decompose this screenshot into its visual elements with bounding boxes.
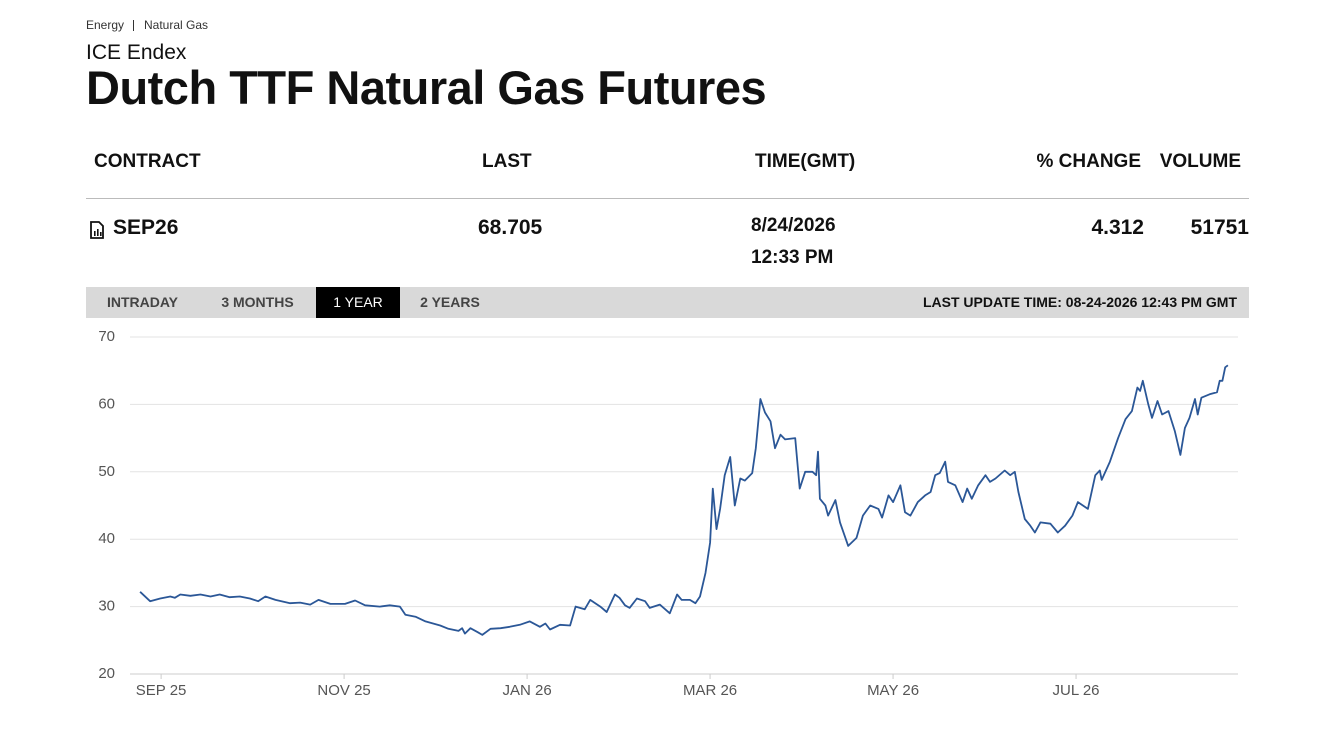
y-tick-label: 20 [98,665,115,682]
y-tick-label: 70 [98,328,115,345]
y-tick-label: 50 [98,463,115,480]
tab[interactable]: 2 YEARS [420,294,480,310]
column-header: CONTRACT [94,151,201,172]
tab[interactable]: INTRADAY [106,294,179,310]
percent-change: 4.312 [1091,216,1144,239]
trade-time: 12:33 PM [751,247,834,268]
y-tick-label: 40 [98,530,115,547]
page-title: Dutch TTF Natural Gas Futures [86,61,767,114]
y-tick-label: 60 [98,395,115,412]
x-tick-label: JUL 26 [1053,682,1100,699]
column-header: LAST [482,151,532,172]
last-update: LAST UPDATE TIME: 08-24-2026 12:43 PM GM… [922,294,1237,310]
x-tick-label: SEP 25 [136,682,187,699]
x-tick-label: JAN 26 [502,682,551,699]
contract[interactable]: SEP26 [113,216,179,239]
column-header: VOLUME [1159,151,1241,172]
y-tick-label: 30 [98,598,115,615]
breadcrumb-link[interactable]: Energy [86,18,125,32]
column-header: % CHANGE [1036,151,1141,172]
tab[interactable]: 1 YEAR [316,287,400,318]
x-tick-label: NOV 25 [317,682,370,699]
last-price: 68.705 [478,216,543,239]
divider [86,198,1249,199]
breadcrumb-link[interactable]: Natural Gas [144,18,209,32]
breadcrumb-separator [133,20,134,31]
trade-date: 8/24/2026 [751,215,836,236]
exchange: ICE Endex [86,41,187,64]
column-header: TIME(GMT) [755,151,856,172]
tab[interactable]: 3 MONTHS [221,294,294,310]
chart-icon[interactable] [89,221,105,239]
volume: 51751 [1190,216,1249,239]
x-tick-label: MAY 26 [867,682,919,699]
x-tick-label: MAR 26 [683,682,737,699]
tab-bar: INTRADAY 3 MONTHS 1 YEAR 2 YEARS LAST UP… [86,287,1249,318]
price-line [139,364,1229,636]
